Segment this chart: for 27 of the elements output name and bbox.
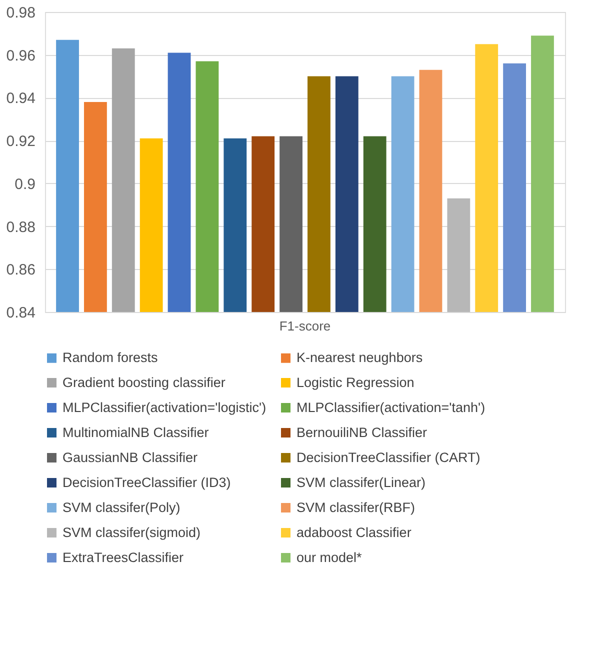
y-tick-label: 0.84 [6, 304, 36, 322]
y-tick-label: 0.98 [6, 4, 36, 22]
y-tick-label: 0.92 [6, 133, 36, 150]
legend-label: SVM classifer(Linear) [296, 474, 426, 490]
legend-label: MultinomialNB Classifier [62, 424, 210, 440]
legend-label: GaussianNB Classifier [62, 450, 198, 465]
legend-label: DecisionTreeClassifier (ID3) [62, 474, 231, 490]
legend-label: Random forests [62, 350, 158, 366]
legend-label: Gradient boosting classifier [62, 374, 226, 390]
legend-label: SVM classifer(sigmoid) [62, 524, 201, 540]
legend-label: ExtraTreesClassifier [62, 550, 184, 565]
y-tick-label: 0.94 [6, 90, 36, 108]
legend-label: BernouiliNB Classifier [296, 424, 428, 440]
legend-label: SVM classifer(Poly) [62, 500, 180, 515]
y-tick-label: 0.86 [6, 262, 36, 279]
legend-label: our model* [296, 550, 363, 565]
x-tick-label: F1-score [279, 318, 331, 334]
y-tick-label: 0.9 [14, 176, 36, 193]
legend-label: adaboost Classifier [296, 524, 412, 540]
y-tick-label: 0.88 [6, 218, 36, 236]
y-tick-label: 0.96 [6, 47, 36, 64]
legend-label: MLPClassifier(activation='logistic') [62, 400, 266, 415]
legend-label: Logistic Regression [296, 374, 414, 390]
legend-label: SVM classifer(RBF) [296, 500, 416, 515]
legend-label: MLPClassifier(activation='tanh') [296, 400, 486, 415]
legend-label: DecisionTreeClassifier (CART) [296, 450, 480, 465]
legend-label: K-nearest neughbors [296, 350, 423, 366]
